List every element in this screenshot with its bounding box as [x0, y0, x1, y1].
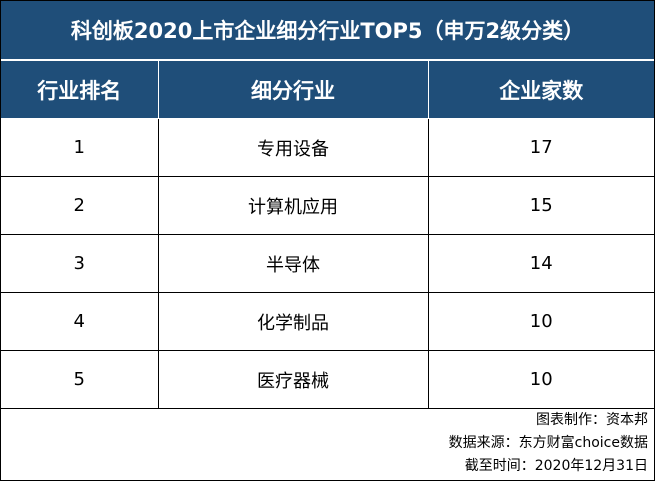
cutoff-date-note: 截至时间：2020年12月31日: [464, 458, 648, 474]
table-title: 科创板2020上市企业细分行业TOP5（申万2级分类）: [1, 1, 654, 61]
header-count: 企业家数: [427, 61, 654, 119]
header-rank: 行业排名: [1, 61, 159, 119]
industry-cell: 半导体: [157, 234, 429, 293]
header-row: 行业排名 细分行业 企业家数: [1, 61, 654, 119]
industry-cell: 医疗器械: [157, 350, 429, 409]
table-row: 1 专用设备 17: [1, 118, 654, 177]
data-source-note: 数据来源：东方财富choice数据: [448, 435, 648, 451]
footer-notes: 图表制作：资本邦 数据来源：东方财富choice数据 截至时间：2020年12月…: [449, 409, 648, 478]
rank-cell: 1: [1, 118, 159, 177]
industry-cell: 计算机应用: [157, 176, 429, 235]
rank-cell: 2: [1, 176, 159, 235]
count-cell: 17: [427, 118, 654, 177]
count-cell: 10: [427, 350, 654, 409]
industry-cell: 化学制品: [157, 292, 429, 351]
header-industry: 细分行业: [157, 61, 429, 119]
count-cell: 15: [427, 176, 654, 235]
table-row: 5 医疗器械 10: [1, 350, 654, 409]
count-cell: 10: [427, 292, 654, 351]
table-row: 3 半导体 14: [1, 234, 654, 293]
industry-cell: 专用设备: [157, 118, 429, 177]
table-row: 2 计算机应用 15: [1, 176, 654, 235]
table-row: 4 化学制品 10: [1, 292, 654, 351]
industry-table: 行业排名 细分行业 企业家数 1 专用设备 17 2 计算机应用 15 3 半导…: [1, 61, 654, 409]
rank-cell: 4: [1, 292, 159, 351]
rank-cell: 3: [1, 234, 159, 293]
count-cell: 14: [427, 234, 654, 293]
rank-cell: 5: [1, 350, 159, 409]
chart-maker-note: 图表制作：资本邦: [536, 412, 648, 428]
